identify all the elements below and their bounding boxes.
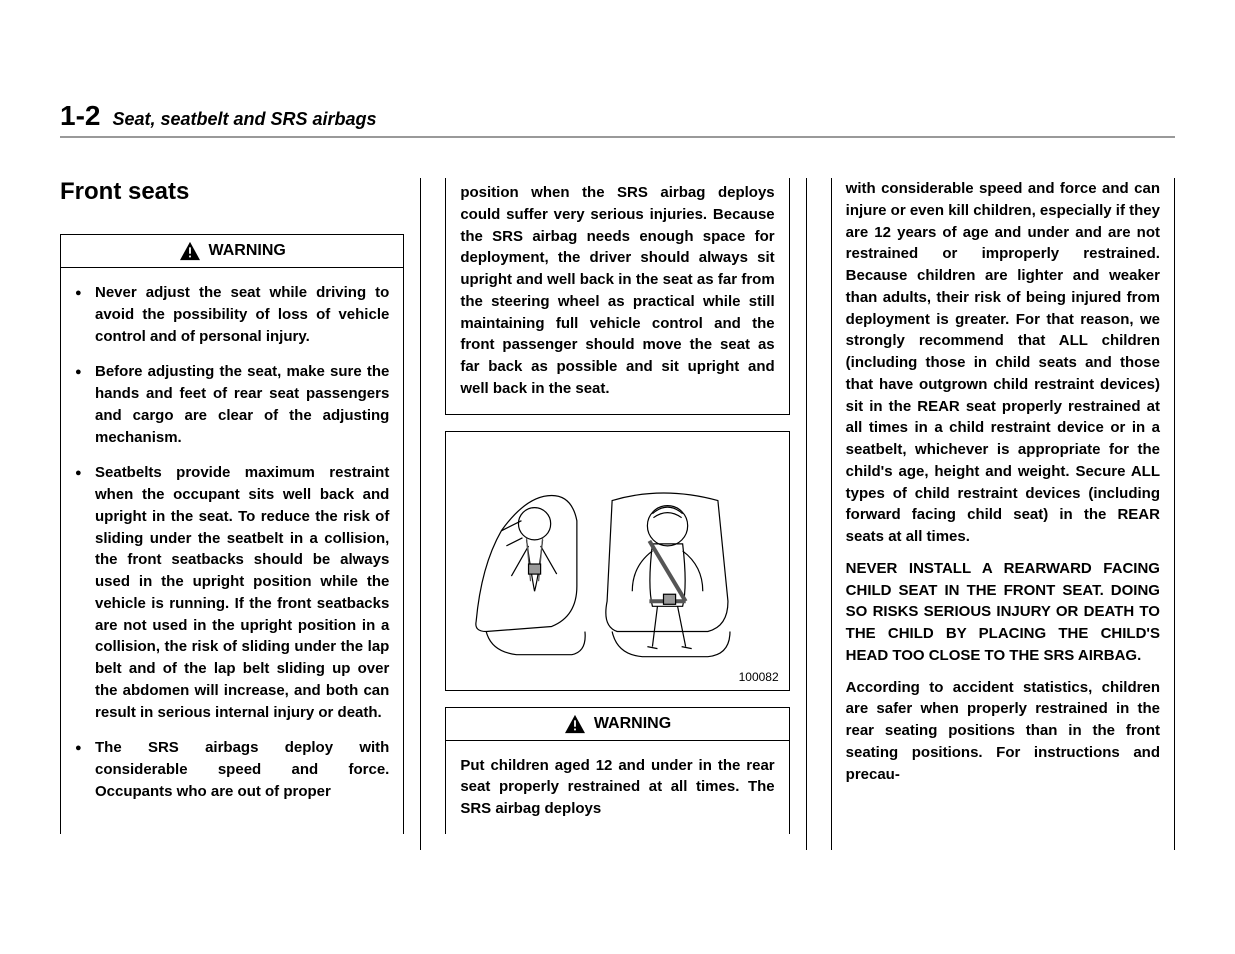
child-seat-illustration: 100082 <box>445 431 789 691</box>
warning-bullet: Seatbelts provide maximum restraint when… <box>75 462 389 723</box>
chapter-title: Seat, seatbelt and SRS airbags <box>112 109 376 130</box>
warning-bullet: The SRS airbags deploy with considerable… <box>75 737 389 802</box>
manual-page: 1-2 Seat, seatbelt and SRS airbags Front… <box>0 0 1235 890</box>
warning-continued-text: position when the SRS airbag deploys cou… <box>446 178 788 414</box>
warning-header-1: WARNING <box>61 235 403 268</box>
page-header: 1-2 Seat, seatbelt and SRS airbags <box>60 100 1175 138</box>
warning-label: WARNING <box>209 242 286 260</box>
warning-triangle-icon <box>179 241 201 261</box>
child-seat-svg <box>456 442 778 680</box>
warning-box-2: WARNING Put children aged 12 and under i… <box>445 707 789 834</box>
warning-triangle-icon <box>564 714 586 734</box>
warning-header-2: WARNING <box>446 708 788 741</box>
warning-bullet: Never adjust the seat while driving to a… <box>75 282 389 347</box>
column-1: Front seats WARNING Never adjust the sea… <box>60 178 421 850</box>
column-3: with considerable speed and force and ca… <box>831 178 1175 850</box>
column-2: position when the SRS airbag deploys cou… <box>445 178 806 850</box>
warning-box-1-continued: position when the SRS airbag deploys cou… <box>445 178 789 415</box>
warning-para: According to accident statistics, childr… <box>846 677 1160 786</box>
warning-label: WARNING <box>594 715 671 733</box>
illustration-id: 100082 <box>739 670 779 684</box>
warning-para: with considerable speed and force and ca… <box>846 178 1160 548</box>
warning-para-caps: NEVER INSTALL A REARWARD FACING CHILD SE… <box>846 558 1160 667</box>
warning-bullet: Before adjusting the seat, make sure the… <box>75 361 389 448</box>
page-number: 1-2 <box>60 100 100 132</box>
warning-body-1: Never adjust the seat while driving to a… <box>61 268 403 817</box>
warning-box-1: WARNING Never adjust the seat while driv… <box>60 234 404 834</box>
section-title: Front seats <box>60 178 404 206</box>
warning-box-2-continued: with considerable speed and force and ca… <box>831 178 1175 850</box>
warning-body-2: Put children aged 12 and under in the re… <box>446 741 788 834</box>
content-columns: Front seats WARNING Never adjust the sea… <box>60 178 1175 850</box>
